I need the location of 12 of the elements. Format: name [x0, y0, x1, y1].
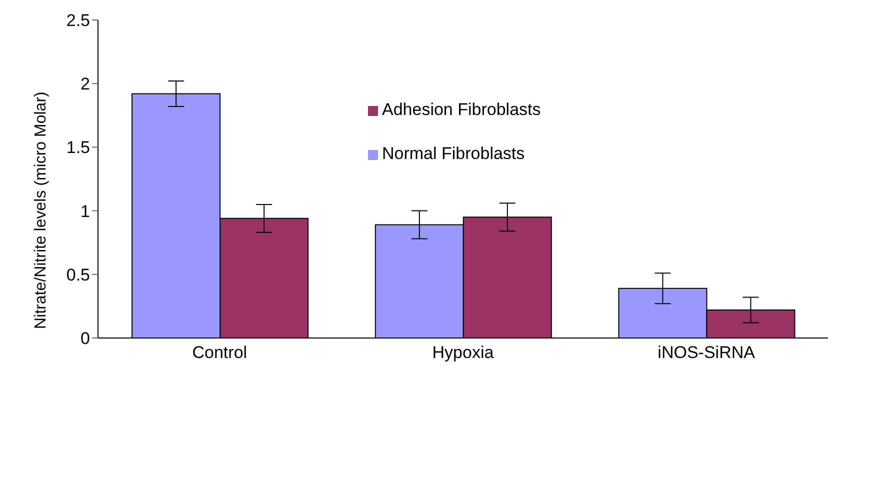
- y-tick-label: 2: [80, 74, 90, 94]
- x-tick-label: iNOS-SiRNA: [658, 343, 756, 362]
- y-tick-label: 1.5: [66, 138, 90, 158]
- y-tick-label: 0.5: [66, 265, 90, 284]
- x-tick-label: Control: [192, 343, 248, 362]
- legend-label: Adhesion Fibroblasts: [382, 100, 541, 119]
- x-tick-label: Hypoxia: [432, 343, 494, 362]
- y-tick-label: 1: [80, 202, 90, 221]
- y-tick-label: 2.5: [66, 11, 90, 30]
- y-axis-title: Nitrate/Nitrite levels (micro Molar): [32, 92, 50, 329]
- legend-label: Normal Fibroblasts: [382, 144, 525, 163]
- y-tick-label: 0: [80, 329, 90, 348]
